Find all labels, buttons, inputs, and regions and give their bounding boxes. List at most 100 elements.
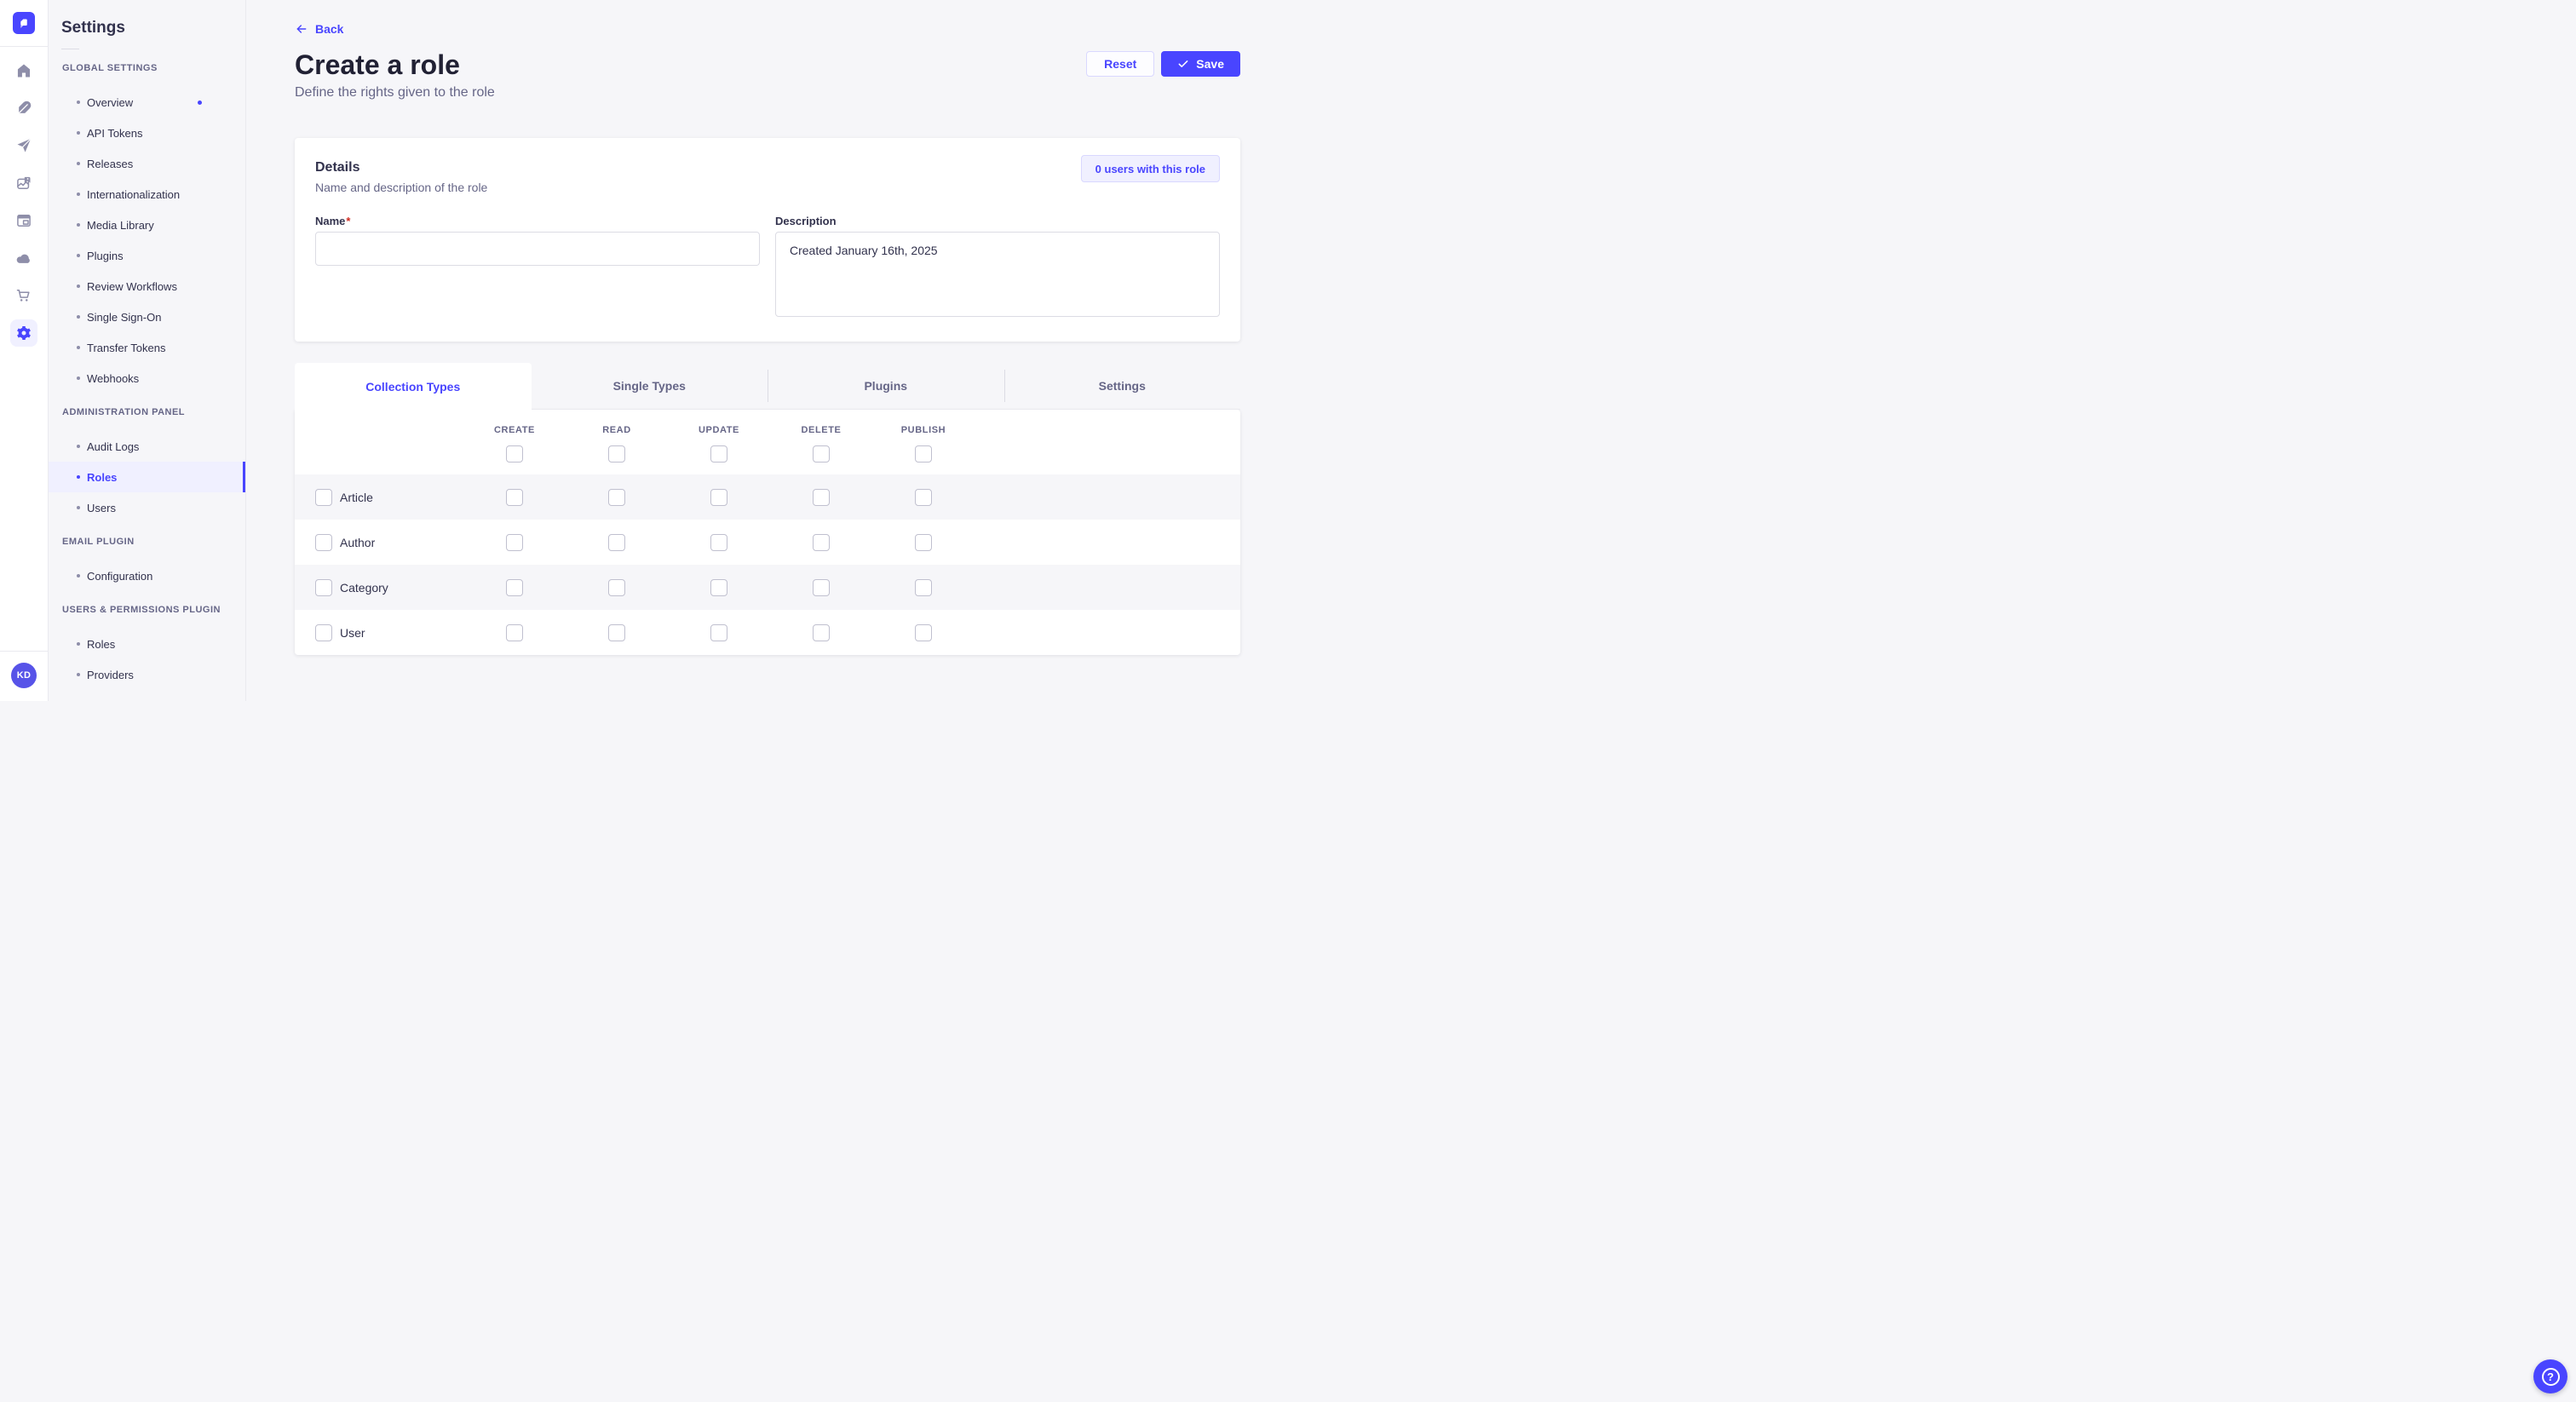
permissions-table: CREATE READ UPDATE DELETE PUBLISH: [295, 410, 1240, 655]
required-asterisk: *: [346, 215, 351, 227]
column-header-delete: DELETE: [801, 425, 842, 435]
create-checkbox[interactable]: [506, 488, 523, 506]
sidebar-item-users[interactable]: Users: [49, 492, 245, 523]
delete-checkbox[interactable]: [813, 623, 830, 641]
row-select-checkbox[interactable]: [315, 578, 332, 596]
settings-icon[interactable]: [10, 319, 37, 347]
tab-single-types[interactable]: Single Types: [531, 363, 768, 410]
users-with-role-button[interactable]: 0 users with this role: [1080, 155, 1220, 182]
delete-checkbox[interactable]: [813, 533, 830, 551]
section-users-permissions-plugin: USERS & PERMISSIONS PLUGIN Roles Provide…: [49, 605, 245, 690]
sidebar-item-overview[interactable]: Overview: [49, 87, 245, 118]
update-checkbox[interactable]: [710, 488, 727, 506]
sidebar-item-up-roles[interactable]: Roles: [49, 629, 245, 659]
table-row-author: Author: [295, 520, 1240, 565]
media-library-icon[interactable]: [10, 170, 37, 197]
sidebar-item-plugins[interactable]: Plugins: [49, 240, 245, 271]
sidebar-item-api-tokens[interactable]: API Tokens: [49, 118, 245, 148]
check-icon: [1178, 60, 1188, 67]
permissions-rows: Article Author: [295, 474, 1240, 655]
create-checkbox[interactable]: [506, 533, 523, 551]
rail-bottom-divider: [0, 651, 49, 652]
sidebar-item-label: Releases: [87, 157, 134, 170]
read-checkbox[interactable]: [608, 488, 625, 506]
settings-sidebar: Settings GLOBAL SETTINGS Overview API To…: [49, 0, 246, 701]
sidebar-item-single-sign-on[interactable]: Single Sign-On: [49, 302, 245, 332]
releases-icon[interactable]: [10, 132, 37, 159]
publish-checkbox[interactable]: [915, 623, 932, 641]
update-checkbox[interactable]: [710, 578, 727, 596]
delete-checkbox[interactable]: [813, 488, 830, 506]
description-label: Description: [775, 215, 837, 227]
tab-settings[interactable]: Settings: [1003, 363, 1240, 410]
section-label: GLOBAL SETTINGS: [62, 63, 158, 73]
read-checkbox[interactable]: [608, 623, 625, 641]
section-label: EMAIL PLUGIN: [62, 537, 135, 547]
delete-checkbox[interactable]: [813, 578, 830, 596]
row-select-checkbox[interactable]: [315, 623, 332, 641]
sidebar-item-roles[interactable]: Roles: [49, 462, 245, 492]
name-field-group: Name *: [315, 215, 760, 321]
bullet-icon: [77, 254, 80, 257]
sidebar-item-providers[interactable]: Providers: [49, 659, 245, 690]
reset-button[interactable]: Reset: [1086, 51, 1155, 77]
settings-sidebar-title: Settings: [61, 19, 125, 37]
home-icon[interactable]: [10, 57, 37, 84]
bullet-icon: [77, 284, 80, 288]
select-all-delete-checkbox[interactable]: [813, 445, 830, 463]
row-select-checkbox[interactable]: [315, 533, 332, 551]
sidebar-item-configuration[interactable]: Configuration: [49, 560, 245, 591]
select-all-update-checkbox[interactable]: [710, 445, 727, 463]
sidebar-item-label: Roles: [87, 637, 116, 651]
strapi-logo[interactable]: [13, 12, 35, 34]
save-button[interactable]: Save: [1161, 51, 1240, 77]
row-label: User: [340, 625, 365, 640]
select-all-read-checkbox[interactable]: [608, 445, 625, 463]
read-checkbox[interactable]: [608, 533, 625, 551]
row-label: Article: [340, 490, 373, 504]
marketplace-icon[interactable]: [10, 282, 37, 309]
content-manager-icon[interactable]: [10, 207, 37, 234]
sidebar-item-audit-logs[interactable]: Audit Logs: [49, 431, 245, 462]
column-header-update: UPDATE: [698, 425, 739, 435]
row-select-checkbox[interactable]: [315, 488, 332, 506]
table-row-article: Article: [295, 474, 1240, 520]
select-all-create-checkbox[interactable]: [506, 445, 523, 463]
bullet-icon: [77, 475, 80, 479]
sidebar-item-review-workflows[interactable]: Review Workflows: [49, 271, 245, 302]
section-label: USERS & PERMISSIONS PLUGIN: [62, 605, 221, 615]
read-checkbox[interactable]: [608, 578, 625, 596]
tab-plugins[interactable]: Plugins: [768, 363, 1004, 410]
select-all-publish-checkbox[interactable]: [915, 445, 932, 463]
update-checkbox[interactable]: [710, 623, 727, 641]
tab-collection-types[interactable]: Collection Types: [295, 363, 532, 410]
create-checkbox[interactable]: [506, 623, 523, 641]
sidebar-item-label: Internationalization: [87, 187, 181, 201]
sidebar-item-internationalization[interactable]: Internationalization: [49, 179, 245, 210]
sidebar-item-releases[interactable]: Releases: [49, 148, 245, 179]
column-header-publish: PUBLISH: [900, 425, 946, 435]
sidebar-item-webhooks[interactable]: Webhooks: [49, 363, 245, 394]
sidebar-item-label: Transfer Tokens: [87, 341, 166, 354]
publish-checkbox[interactable]: [915, 578, 932, 596]
description-textarea[interactable]: Created January 16th, 2025: [775, 232, 1220, 317]
back-label: Back: [315, 22, 344, 36]
publish-checkbox[interactable]: [915, 488, 932, 506]
rail-bottom: KD: [0, 651, 49, 701]
sidebar-item-media-library[interactable]: Media Library: [49, 210, 245, 240]
back-link[interactable]: Back: [295, 22, 343, 36]
bullet-icon: [77, 445, 80, 448]
publish-checkbox[interactable]: [915, 533, 932, 551]
name-input[interactable]: [315, 232, 760, 266]
help-button[interactable]: ?: [2533, 1359, 2567, 1393]
page-title: Create a role: [295, 49, 460, 80]
cloud-icon[interactable]: [10, 244, 37, 272]
create-checkbox[interactable]: [506, 578, 523, 596]
content-builder-icon[interactable]: [10, 95, 37, 122]
update-checkbox[interactable]: [710, 533, 727, 551]
bullet-icon: [77, 192, 80, 196]
sidebar-item-transfer-tokens[interactable]: Transfer Tokens: [49, 332, 245, 363]
sidebar-item-label: Configuration: [87, 569, 153, 583]
user-avatar[interactable]: KD: [11, 663, 37, 688]
main-content: Back Create a role Define the rights giv…: [246, 0, 1288, 701]
